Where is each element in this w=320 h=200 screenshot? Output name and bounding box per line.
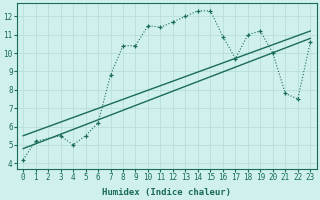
X-axis label: Humidex (Indice chaleur): Humidex (Indice chaleur) bbox=[102, 188, 231, 197]
